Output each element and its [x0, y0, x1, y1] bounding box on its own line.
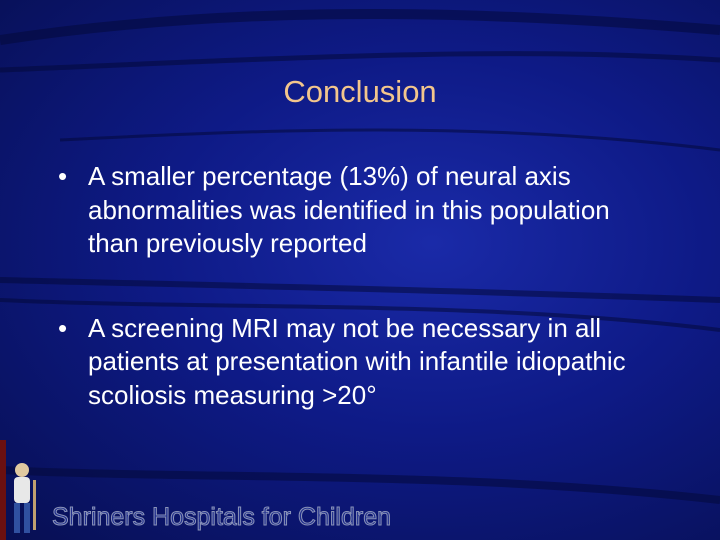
bullet: A screening MRI may not be necessary in …	[56, 312, 654, 413]
slide-title: Conclusion	[283, 74, 437, 109]
footer-logo-text: Shriners Hospitals for Children	[51, 503, 392, 532]
bullet: A smaller percentage (13%) of neural axi…	[56, 160, 654, 261]
bullet-list: A smaller percentage (13%) of neural axi…	[56, 160, 656, 463]
logo-figure	[0, 440, 36, 540]
